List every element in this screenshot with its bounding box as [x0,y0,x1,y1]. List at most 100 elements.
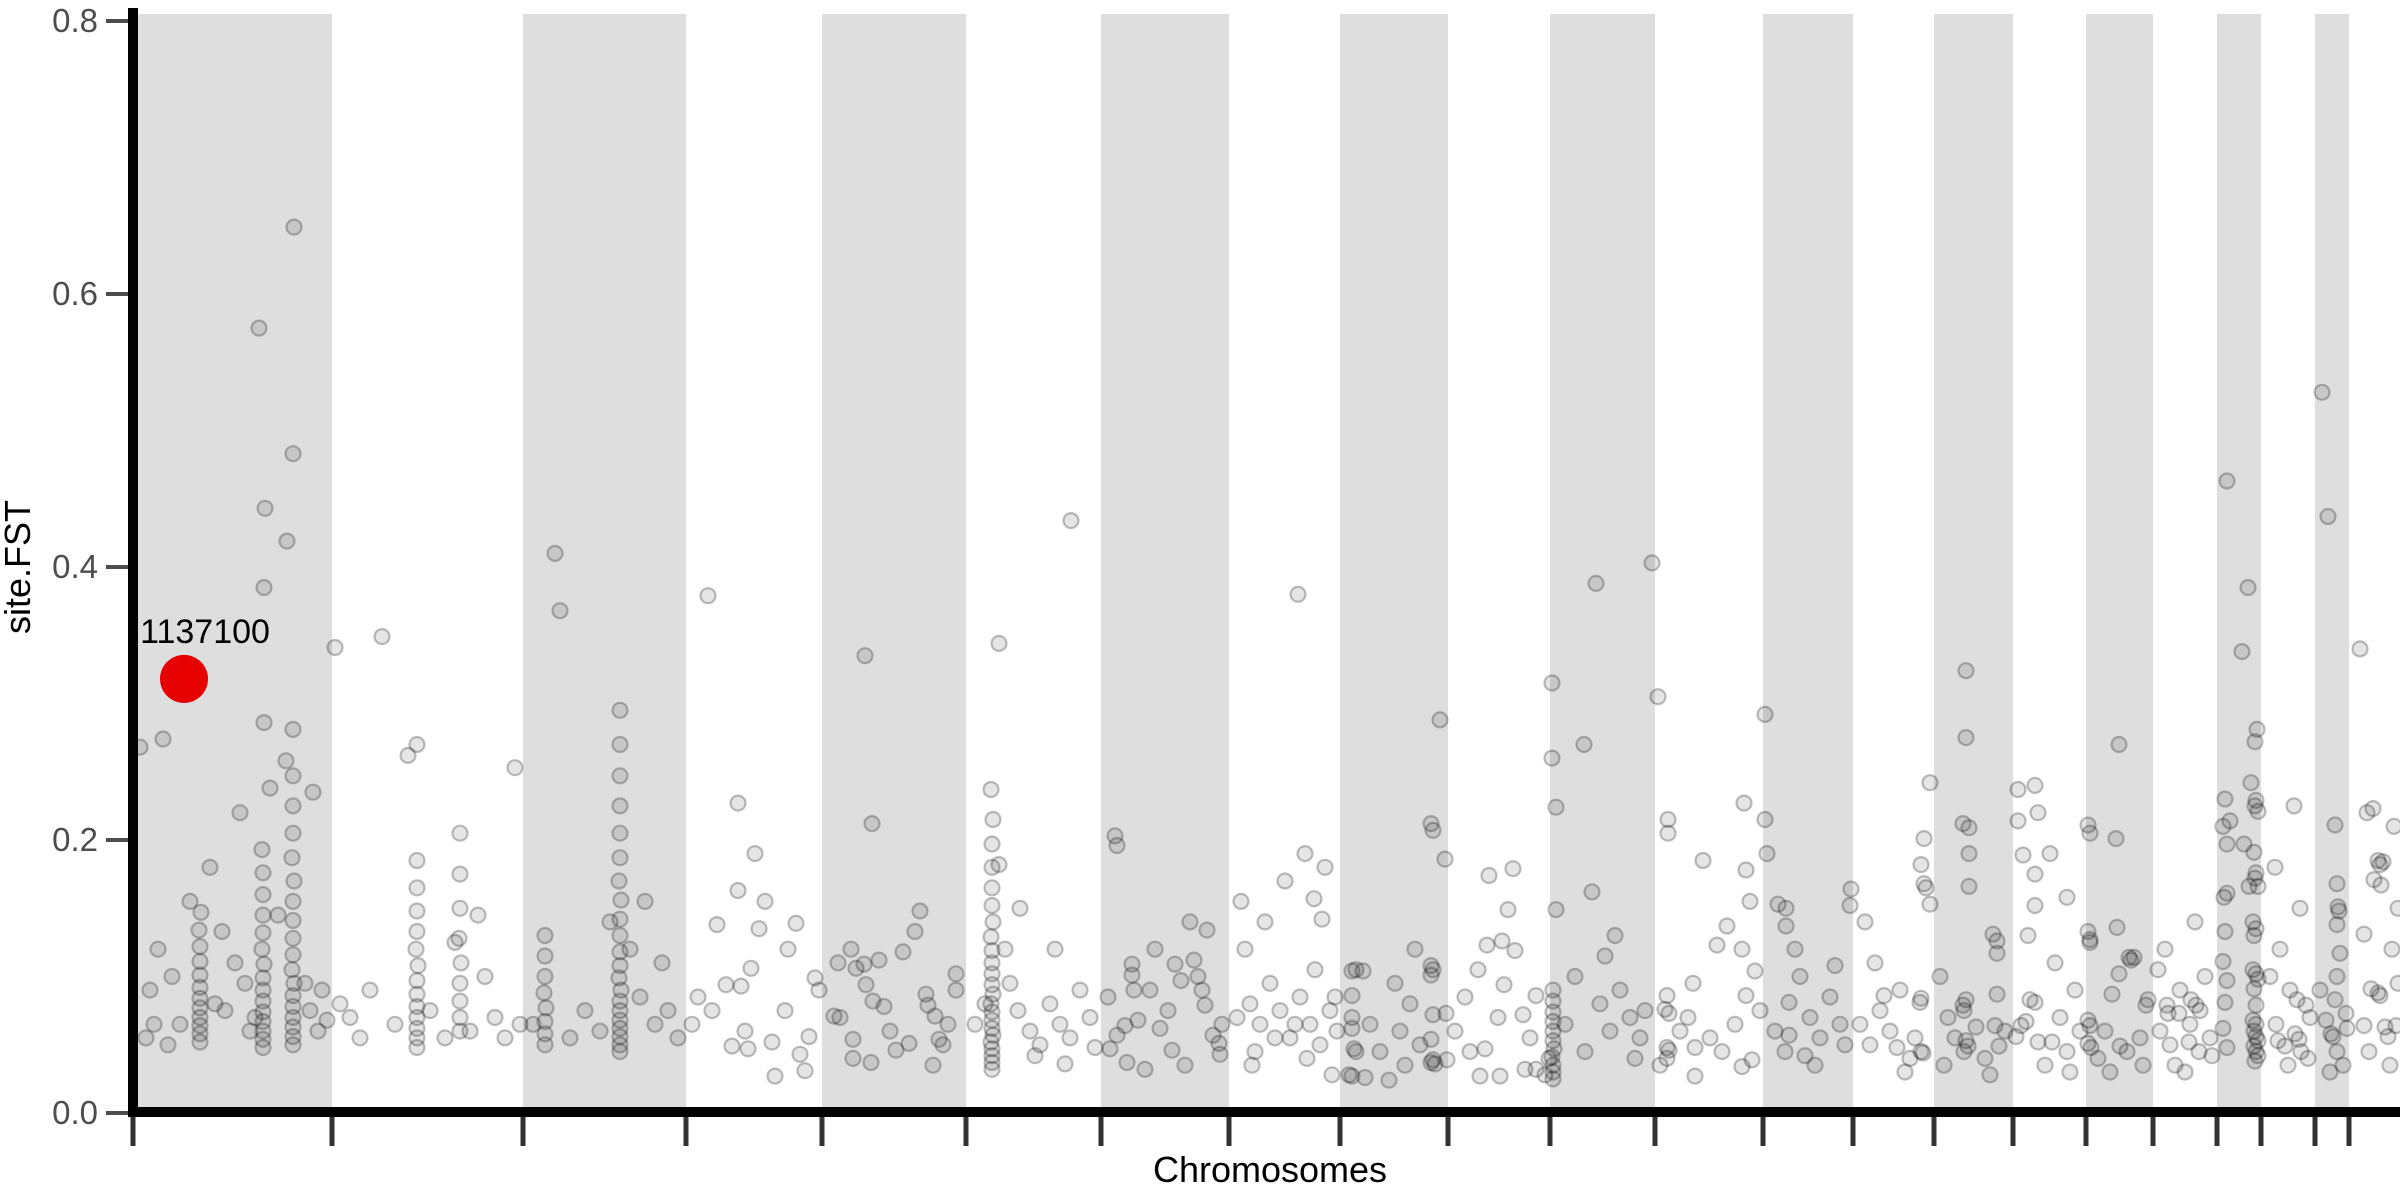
data-point [2328,875,2346,893]
data-point [1741,892,1759,911]
data-point [611,992,629,1010]
data-point [1686,1067,1704,1085]
data-point [611,824,629,842]
data-point [1108,836,1126,855]
data-point [1737,861,1755,879]
data-point [1181,913,1199,931]
data-point [610,969,628,987]
data-point [191,937,209,956]
y-tick [106,292,128,296]
data-point [450,929,468,947]
data-point [2319,507,2337,526]
data-point [983,1019,1001,1038]
x-tick [1337,1117,1343,1146]
y-tick [106,1111,128,1115]
y-axis-title: site.FST [0,500,38,634]
data-point [149,940,167,958]
data-point [1166,955,1184,973]
data-point [983,1003,1001,1021]
data-point [983,1053,1001,1072]
data-point [1780,993,1798,1012]
data-point [1751,1001,1769,1020]
data-point [611,926,629,945]
data-point [2244,1011,2262,1029]
data-point [1611,981,1629,999]
data-point [1101,1040,1119,1058]
data-point [1516,1060,1534,1078]
data-point [284,1027,302,1046]
data-point [1713,1042,1731,1061]
data-point [1954,996,1972,1014]
data-point [2151,1022,2169,1040]
data-point [1935,1056,1953,1074]
data-point [1626,1049,1644,1068]
data-point [2107,829,2125,848]
data-point [611,956,629,975]
data-point [1906,1029,1924,1047]
data-point [2389,899,2400,917]
data-point [2299,1049,2317,1068]
data-point [1396,1056,1414,1074]
data-point [1544,1012,1562,1031]
axes: 0.0 0.2 0.4 0.6 0.8 [52,2,2400,1146]
data-point [241,1022,259,1040]
x-tick [1098,1117,1104,1146]
data-point [1313,910,1331,928]
data-point [1543,674,1561,692]
data-point [1955,1001,1973,1020]
data-point [436,1029,454,1047]
data-point [2096,1022,2114,1040]
data-point [1185,951,1203,969]
data-point [1976,1049,1994,1068]
data-point [331,995,349,1013]
data-point [1326,988,1344,1006]
data-point [2246,733,2264,751]
data-point [887,1041,905,1059]
data-point [947,981,965,999]
chromosome-band-chr13 [1763,14,1853,1107]
data-point [254,906,272,924]
data-point [723,1037,741,1055]
data-point [2330,902,2348,920]
y-tick-label: 0.6 [52,275,98,312]
x-tick [130,1117,136,1146]
data-point [1489,1008,1507,1027]
data-point [2244,961,2262,979]
data-point [1289,585,1307,603]
data-point [326,638,344,657]
data-point [611,849,629,867]
data-point [1914,1044,1932,1062]
data-point [1901,1049,1919,1068]
data-point [1456,988,1474,1006]
data-point [1806,1056,1824,1074]
data-point [1495,976,1513,994]
data-point [870,951,888,969]
x-tick [683,1117,689,1146]
data-point [2029,804,2047,822]
data-point [621,940,639,958]
data-point [1960,819,1978,837]
data-point [1476,1040,1494,1058]
data-point [399,746,417,765]
data-point [1842,880,1860,898]
data-point [1356,1068,1374,1087]
data-point [1544,981,1562,999]
data-point [1957,1032,1975,1050]
data-point [1544,1022,1562,1040]
data-point [2081,933,2099,952]
data-point [983,976,1001,994]
data-point [2247,920,2265,938]
data-point [1343,1008,1361,1027]
data-point [1271,1001,1289,1020]
data-point [2324,1027,2342,1046]
data-point [750,920,768,938]
data-point [669,1029,687,1047]
data-point [1786,940,1804,958]
data-point [285,872,303,890]
data-point [1946,1029,1964,1047]
data-point [2337,1004,2355,1023]
chromosome-band-chr15 [1934,14,2013,1107]
data-point [1438,1051,1456,1069]
data-point [1469,961,1487,979]
data-point [255,713,273,732]
